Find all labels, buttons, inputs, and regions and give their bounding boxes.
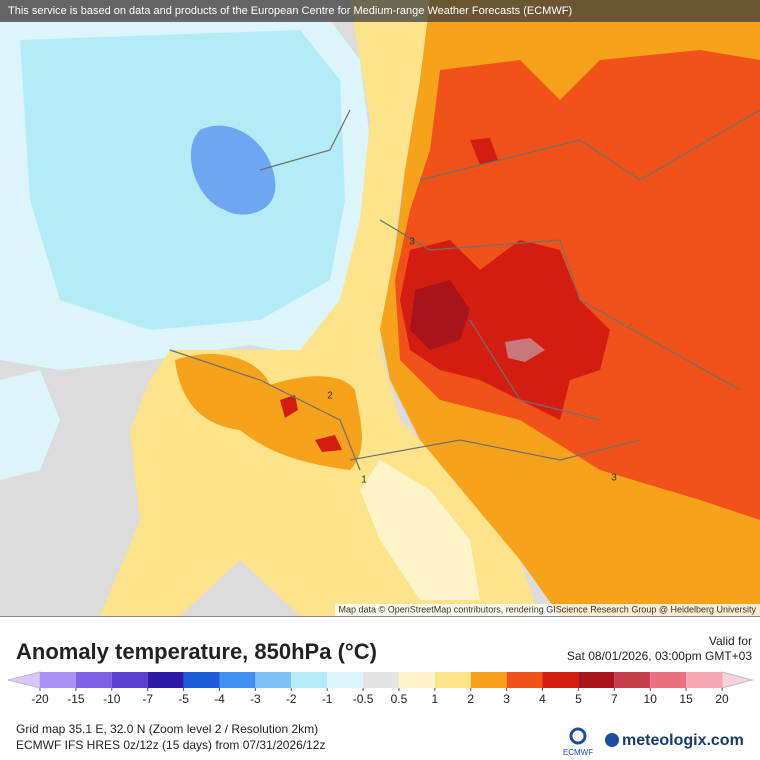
color-box [506,672,543,688]
attribution-bg [335,604,760,616]
tick-label: 4 [539,692,546,706]
above-triangle [721,671,754,689]
color-box [470,672,507,688]
color-box [111,672,148,688]
tick-label: -5 [178,692,189,706]
tick-label: 1 [431,692,438,706]
color-box [542,672,579,688]
model-info: ECMWF IFS HRES 0z/12z (15 days) from 07/… [16,738,325,752]
tick-label: -7 [142,692,153,706]
tick-label: -0.5 [353,692,374,706]
color-box [40,672,76,688]
tick-label: 15 [679,692,693,706]
color-box [614,672,651,688]
tick-label: 0.5 [391,692,408,706]
tick-label: -1 [322,692,333,706]
valid-label: Valid for [709,634,752,648]
map: This service is based on data and produc… [0,0,760,616]
sea-cyan [20,30,345,330]
tick-label: 7 [611,692,618,706]
color-box [75,672,112,688]
color-box [255,672,292,688]
color-box [578,672,615,688]
contour-label: 1 [361,475,367,486]
tick-label: -2 [286,692,297,706]
contour-label: 3 [409,237,415,248]
ecmwf-logo: ECMWF [563,748,593,757]
sea-light-2 [0,370,60,480]
color-box [291,672,328,688]
tick-label: -4 [214,692,225,706]
attribution: Map data © OpenStreetMap contributors, r… [339,604,757,614]
contour-label: 3 [611,473,617,484]
anomaly-3-4 [395,50,760,520]
color-box [434,672,471,688]
below-triangle [7,671,41,689]
color-box [147,672,184,688]
contour-label: 2 [327,391,333,402]
brand: meteologix.com [622,732,744,749]
tick-label: -3 [250,692,261,706]
anomaly-5-7 [410,280,470,350]
banner: This service is based on data and produc… [8,5,572,17]
brand-icon [605,733,619,747]
valid-time: Sat 08/01/2026, 03:00pm GMT+03 [567,649,752,663]
colorbar: -20 -15 -10 -7 -5 -4 -3 -2 -1 -0.5 0.5 1 2 3 4 5 7 10 15 20 [7,671,754,706]
tick-label: 3 [503,692,510,706]
tick-label: 10 [644,692,658,706]
tick-label: 5 [575,692,582,706]
anomaly-05-1 [360,460,480,600]
borders [169,109,760,471]
anomaly-7-10 [505,338,545,362]
banner-bg [0,0,760,22]
legend-title: Anomaly temperature, 850hPa (°C) [16,639,377,664]
color-box [327,672,364,688]
color-box [398,672,435,688]
grid-info: Grid map 35.1 E, 32.0 N (Zoom level 2 / … [16,722,318,736]
tick-label: 2 [467,692,474,706]
tick-label: 20 [715,692,729,706]
tick-label: -10 [103,692,121,706]
legend: Anomaly temperature, 850hPa (°C) Valid f… [0,616,760,757]
anomaly-1-2 [100,0,540,616]
color-box [219,672,256,688]
color-box [363,672,399,688]
tick-label: -15 [67,692,85,706]
color-box [686,672,722,688]
anomaly-2-3-west [175,354,362,470]
tick-label: -20 [31,692,49,706]
sea-blue [190,125,276,215]
color-box [650,672,687,688]
color-box [183,672,220,688]
ecmwf-icon [569,727,587,745]
